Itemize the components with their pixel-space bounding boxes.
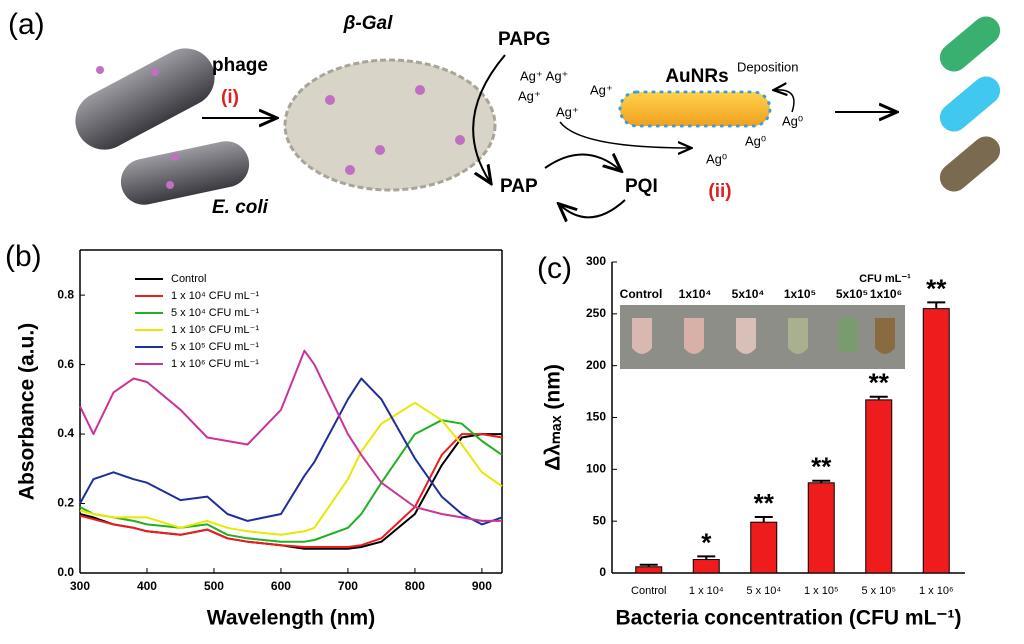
- panel-label: (c): [537, 252, 572, 285]
- panel-label: (b): [5, 240, 42, 273]
- error-bar: [869, 395, 888, 400]
- inset-photo: [620, 305, 905, 369]
- y-tick-label: 0.2: [57, 496, 74, 510]
- significance: **: [869, 368, 890, 398]
- x-tick-label: 500: [204, 579, 224, 593]
- colored-rod: [939, 76, 1001, 132]
- y-tick-label: 0.4: [57, 426, 74, 440]
- bar: [922, 308, 950, 574]
- label: Ag⁰: [782, 113, 803, 128]
- bacterium: [120, 141, 250, 205]
- legend-label: 5 x 10⁴ CFU mL⁻¹: [171, 307, 259, 319]
- label: Ag⁺: [590, 82, 613, 97]
- inset-label: 1x10⁵: [784, 287, 816, 301]
- significance: **: [926, 273, 947, 303]
- x-axis-title: Bacteria concentration (CFU mL⁻¹): [616, 607, 962, 630]
- label: phage: [212, 55, 268, 76]
- label: PQI: [625, 176, 658, 197]
- series-line: [79, 401, 503, 536]
- inset-unit: CFU mL⁻¹: [859, 273, 911, 285]
- significance: **: [754, 488, 775, 518]
- label: Ag⁺ Ag⁺: [520, 68, 568, 83]
- error-bar: [639, 563, 658, 567]
- legend-label: Control: [171, 273, 206, 285]
- colored-rod: [939, 16, 1001, 72]
- panel-a: (a) phage (i) E. coli β-Gal PAPG PAP PQI…: [8, 8, 1001, 218]
- label: Deposition: [737, 59, 798, 74]
- bar: [807, 482, 835, 574]
- inset-label: 1x10⁴: [679, 287, 712, 301]
- inset-label: 5x10⁴: [732, 287, 765, 301]
- series-line: [79, 419, 503, 543]
- error-bar: [697, 555, 716, 560]
- y-tick-label: 0.0: [57, 565, 74, 579]
- series-line: [79, 377, 503, 526]
- y-axis-title: Absorbance (a.u.): [16, 323, 39, 500]
- inset-label: 1x10⁶: [870, 287, 902, 301]
- label: Ag⁰: [745, 133, 766, 148]
- y-tick-label: 250: [586, 306, 606, 320]
- inset-label: Control: [620, 287, 663, 301]
- label: (ii): [708, 181, 731, 202]
- legend-label: 1 x 10⁵ CFU mL⁻¹: [171, 324, 259, 336]
- label: PAPG: [498, 29, 550, 50]
- y-tick-label: 300: [586, 254, 606, 268]
- error-bar: [927, 301, 946, 309]
- y-tick-label: 0.6: [57, 357, 74, 371]
- y-tick-label: 150: [586, 410, 606, 424]
- label: AuNRs: [665, 66, 728, 87]
- label: E. coli: [212, 197, 269, 218]
- y-tick-label: 200: [586, 358, 606, 372]
- y-axis-title: Δλₘₐₓ (nm): [542, 364, 565, 471]
- error-bar: [754, 516, 773, 523]
- bar: [750, 521, 778, 574]
- x-tick-label: 1 x 10⁵: [804, 585, 839, 597]
- x-tick-label: 1 x 10⁶: [919, 585, 954, 597]
- x-tick-label: 400: [137, 579, 157, 593]
- x-tick-label: 900: [472, 579, 492, 593]
- error-bar: [812, 479, 831, 483]
- label: (i): [221, 87, 239, 108]
- legend-label: 1 x 10⁶ CFU mL⁻¹: [171, 358, 259, 370]
- bar: [635, 566, 663, 574]
- label: β-Gal: [343, 13, 393, 34]
- y-tick-label: 0: [599, 565, 606, 579]
- colored-rod: [939, 136, 1001, 192]
- label: Ag⁰: [706, 151, 727, 166]
- x-tick-label: 5 x 10⁴: [746, 585, 781, 597]
- y-tick-label: 50: [593, 513, 607, 527]
- x-tick-label: 700: [338, 579, 358, 593]
- bar: [692, 559, 720, 574]
- series-line: [79, 433, 503, 548]
- bar: [865, 399, 893, 574]
- x-tick-label: 1 x 10⁴: [689, 585, 724, 597]
- series-line: [79, 349, 502, 522]
- debris: [283, 58, 497, 192]
- legend-label: 1 x 10⁴ CFU mL⁻¹: [171, 290, 259, 302]
- x-tick-label: 800: [405, 579, 425, 593]
- y-tick-label: 0.8: [57, 287, 74, 301]
- charts: (b) 0.0 0.2 0.4 0.6 0.8 Wavelength (nm) Absorba…: [5, 240, 965, 630]
- legend-label: 5 x 10⁵ CFU mL⁻¹: [171, 341, 259, 353]
- bacterium: [75, 48, 215, 150]
- label: PAP: [500, 176, 538, 197]
- label: Ag⁺: [518, 88, 541, 103]
- nanorod: [618, 90, 772, 128]
- x-tick-label: Control: [631, 585, 666, 597]
- panel-label: (a): [8, 8, 45, 41]
- x-axis-title: Wavelength (nm): [207, 607, 375, 630]
- y-tick-label: 100: [586, 462, 606, 476]
- significance: *: [701, 527, 712, 557]
- x-tick-label: 300: [70, 579, 90, 593]
- label: Ag⁺: [556, 104, 579, 119]
- inset-label: 5x10⁵: [836, 287, 868, 301]
- significance: **: [811, 452, 832, 482]
- x-tick-label: 600: [271, 579, 291, 593]
- x-tick-label: 5 x 10⁵: [861, 585, 896, 597]
